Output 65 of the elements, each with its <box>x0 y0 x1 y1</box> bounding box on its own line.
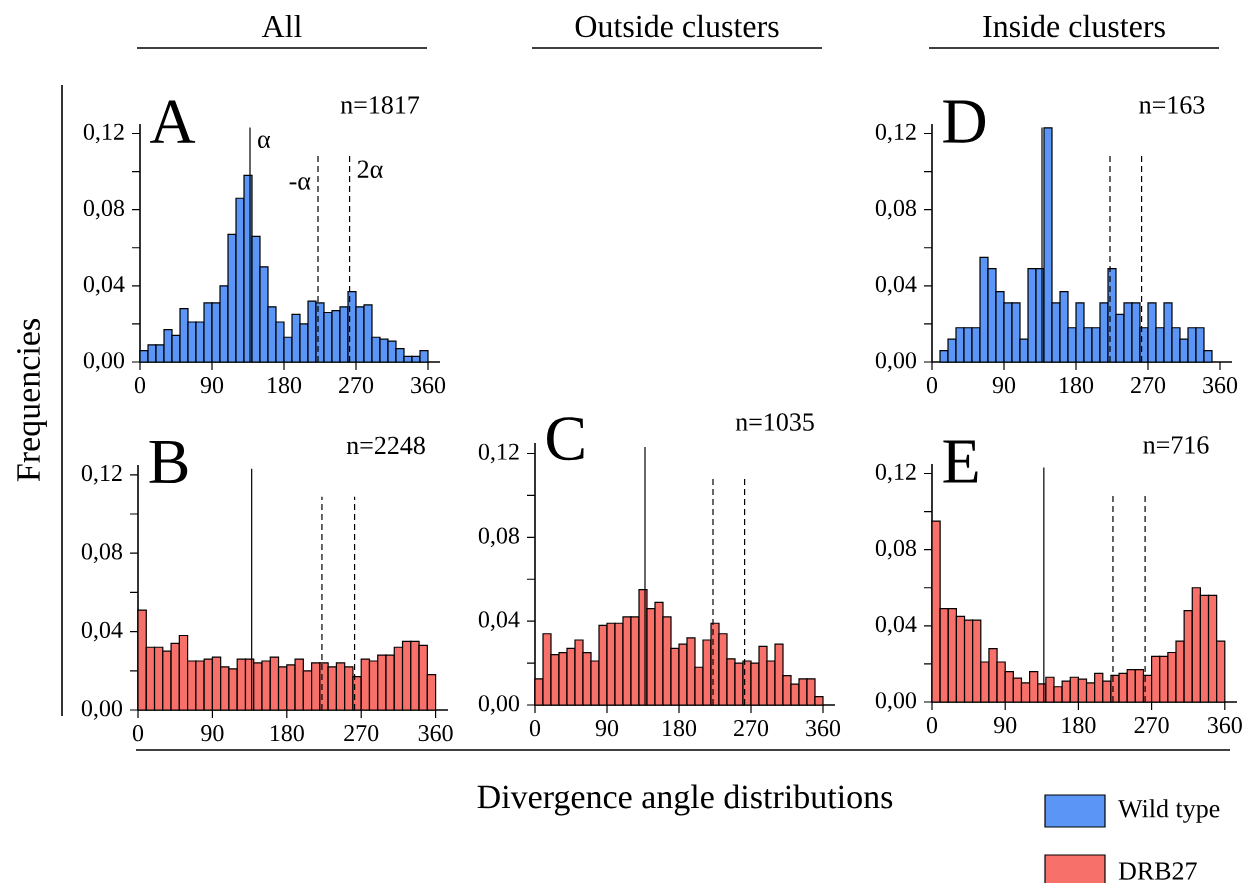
y-tick-label: 0,00 <box>81 700 123 720</box>
y-tick-label: 0,12 <box>875 123 916 144</box>
x-tick-label: 180 <box>1062 717 1096 734</box>
x-tick-label: 180 <box>1060 377 1094 394</box>
chart-subtitle: All <box>261 14 302 38</box>
text: n=2248 <box>346 436 425 455</box>
x-tick-label: 180 <box>663 720 697 737</box>
x-tick-label: 180 <box>268 377 302 394</box>
chart-subtitle: Outside clusters <box>575 14 779 38</box>
x-tick-label: 90 <box>200 377 224 394</box>
y-axis-title: Frequencies <box>17 319 47 482</box>
chart-subtitle: Inside clusters <box>983 14 1165 38</box>
x-tick-label: 360 <box>418 725 453 742</box>
x-tick-label: 270 <box>1134 717 1169 734</box>
y-tick-label: 0,08 <box>875 199 917 220</box>
x-axis-title: Divergence angle distributions <box>477 784 893 816</box>
y-tick-label: 0,12 <box>81 464 122 485</box>
x-tick-label: 0 <box>926 717 938 734</box>
text: n=163 <box>1139 96 1205 114</box>
x-tick-label: 360 <box>411 377 446 394</box>
x-tick-label: 360 <box>806 720 841 737</box>
x-tick-label: 90 <box>993 717 1017 734</box>
y-tick-label: 0,04 <box>875 616 917 636</box>
y-tick-label: 0,12 <box>875 463 916 484</box>
y-tick-label: 0,04 <box>83 276 125 296</box>
y-tick-label: 0,12 <box>83 123 124 144</box>
y-tick-label: 0,04 <box>875 276 917 296</box>
y-tick-label: 0,08 <box>83 199 125 220</box>
legend-label: DRB27 <box>1118 862 1197 880</box>
y-tick-label: 0,12 <box>478 443 519 464</box>
x-tick-label: 90 <box>201 725 224 742</box>
y-tick-label: 0,04 <box>81 621 123 642</box>
ref-line-label: 2α <box>357 160 383 178</box>
y-tick-label: 0,04 <box>478 611 520 631</box>
ref-line-label: α <box>258 135 271 149</box>
x-tick-label: 180 <box>270 725 304 742</box>
chart-title: A <box>150 100 196 143</box>
text: n=1035 <box>735 413 814 431</box>
x-tick-label: 0 <box>134 377 146 394</box>
x-tick-label: 90 <box>992 377 1016 394</box>
y-tick-label: 0,00 <box>83 352 125 372</box>
chart-title: B <box>149 440 188 483</box>
x-tick-label: 270 <box>339 377 374 394</box>
y-tick-label: 0,00 <box>875 692 917 712</box>
x-tick-label: 360 <box>1203 377 1238 394</box>
legend-label: Wild type <box>1118 799 1220 823</box>
text: n=716 <box>1143 436 1209 454</box>
x-tick-label: 270 <box>1131 377 1166 394</box>
chart-title: C <box>547 417 584 461</box>
y-tick-label: 0,00 <box>478 695 520 715</box>
y-tick-label: 0,08 <box>875 539 917 560</box>
x-tick-label: 90 <box>595 720 619 737</box>
x-tick-label: 0 <box>926 377 938 394</box>
y-tick-label: 0,08 <box>478 527 520 548</box>
y-tick-label: 0,00 <box>875 352 917 372</box>
x-tick-label: 0 <box>132 725 144 742</box>
x-tick-label: 360 <box>1207 717 1242 734</box>
x-tick-label: 0 <box>529 720 541 737</box>
x-tick-label: 270 <box>734 720 769 737</box>
chart-title: E <box>943 440 978 483</box>
x-tick-label: 270 <box>344 725 379 742</box>
y-tick-label: 0,08 <box>81 543 123 564</box>
chart-title: D <box>943 100 986 143</box>
ref-line-label: -α <box>289 177 311 190</box>
text: n=1817 <box>340 96 420 114</box>
